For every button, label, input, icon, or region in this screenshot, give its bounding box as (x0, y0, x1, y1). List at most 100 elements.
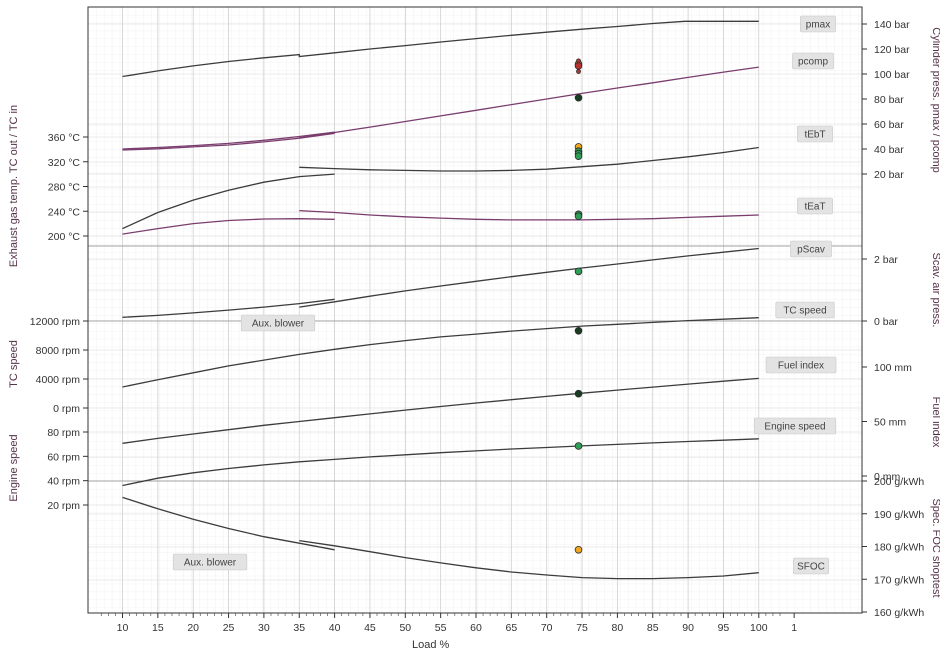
curve-label-box (753, 417, 837, 435)
y-left-tick-label: 40 rpm (47, 476, 80, 488)
y-left-tick-label: 0 rpm (53, 403, 80, 415)
series-line-pscav- (299, 247, 759, 308)
measurement-point (574, 267, 583, 276)
curve-label: TC speed (783, 306, 826, 317)
curve-label-box (775, 301, 835, 319)
curve-label: Fuel index (778, 361, 824, 372)
curve-label-box (790, 240, 832, 258)
curve-label-box (765, 356, 837, 374)
curve-label-box (792, 52, 834, 70)
measurement-point (574, 326, 583, 335)
x-tick-label: 50 (399, 622, 411, 634)
curve-label: SFOC (797, 562, 825, 573)
x-tick-label: 90 (682, 622, 694, 634)
y-right-tick-label: 170 g/kWh (874, 574, 924, 586)
y-right-tick-label: 20 bar (874, 169, 904, 181)
x-tick-label: 45 (364, 622, 376, 634)
x-tick-label: 40 (329, 622, 341, 634)
y-left-tick-label: 280 °C (48, 182, 81, 194)
x-tick-label: 20 (187, 622, 199, 634)
y-left-tick-label: 240 °C (48, 206, 81, 218)
y-right-tick-label: 0 bar (874, 316, 898, 328)
y-right-tick-label: 160 g/kWh (874, 607, 924, 619)
y-left-tick-label: 4000 rpm (36, 374, 81, 386)
x-tick-label: 85 (647, 622, 659, 634)
axes: 10 15 20 25 30 35 40 45 50 55 60 65 70 75 80 85 90 95 100 1… (8, 6, 940, 651)
y-left-tick-label: 60 rpm (47, 451, 80, 463)
x-axis-title: Load % (412, 639, 450, 651)
x-tick-label: 65 (506, 622, 518, 634)
series-line-pcomp (299, 66, 759, 139)
curve-labels: pmax pcomp tEbT tEaT pScav TC speed Fuel index… (172, 15, 837, 575)
curve-label: Engine speed (764, 422, 825, 433)
y-right-tick-label: 120 bar (874, 44, 910, 56)
y-left-axis-title: TC speed (8, 340, 20, 388)
curve-label: pScav (797, 245, 825, 256)
y-right-tick-label: 40 bar (874, 144, 904, 156)
curve-label: tEaT (804, 202, 825, 213)
x-tick-label: 80 (612, 622, 624, 634)
minor-grid (88, 7, 862, 613)
y-right-tick-label: 100 bar (874, 69, 910, 81)
y-left-tick-label: 12000 rpm (30, 316, 80, 328)
y-right-tick-label: 200 g/kWh (874, 476, 924, 488)
measurement-point (576, 69, 581, 74)
y-left-tick-label: 80 rpm (47, 427, 80, 439)
series-line-sfoc (299, 539, 759, 580)
series-line-pmax (122, 20, 759, 78)
series-line-sfoc (122, 496, 335, 551)
x-tick-label: 60 (470, 622, 482, 634)
x-tick-label: 95 (718, 622, 730, 634)
y-left-tick-label: 8000 rpm (36, 345, 81, 357)
x-tick-label: 30 (258, 622, 270, 634)
x-tick-label: 25 (223, 622, 235, 634)
annotation-box (172, 553, 248, 571)
x-tick-label: 35 (293, 622, 305, 634)
y-right-axis-title: Spec. FOC shoptest (930, 498, 940, 597)
curve-label-box (797, 125, 833, 143)
y-left-tick-label: 320 °C (48, 157, 81, 169)
y-right-tick-label: 100 mm (874, 362, 912, 374)
annotation-label: Aux. blower (252, 319, 305, 330)
measurement-point (574, 212, 583, 221)
y-right-tick-label: 60 bar (874, 119, 904, 131)
annotation-label: Aux. blower (184, 558, 237, 569)
series-line-teat-second-curve- (122, 218, 335, 235)
annotation-box (240, 314, 316, 332)
y-left-axis-title: Engine speed (8, 434, 20, 501)
series-line-tebt (122, 132, 335, 151)
measurement-point (574, 545, 583, 554)
measurements (574, 58, 583, 554)
x-tick-label: 70 (541, 622, 553, 634)
y-right-tick-label: 140 bar (874, 19, 910, 31)
x-tick-label: 55 (435, 622, 447, 634)
measurement-point (574, 442, 583, 450)
y-right-tick-label: 50 mm (874, 417, 906, 429)
x-tick-label: 1 (791, 622, 797, 634)
y-left-tick-label: 200 °C (48, 231, 81, 243)
measurement-point (574, 62, 583, 70)
measurement-point (574, 389, 583, 398)
y-right-tick-label: 80 bar (874, 94, 904, 106)
series-line-tc-speed (122, 317, 759, 388)
y-right-tick-label: 180 g/kWh (874, 542, 924, 554)
series (122, 20, 759, 580)
y-right-axis-title: Scav. air press. (930, 253, 940, 328)
curve-label: tEbT (804, 130, 825, 141)
x-tick-label: 100 (750, 622, 768, 634)
y-right-axis-title: Cylinder press. pmax / pcomp (930, 27, 940, 173)
grid (88, 7, 862, 613)
series-line-engine-speed (122, 438, 759, 487)
series-line-pscav- (122, 298, 335, 318)
measurement-point (576, 58, 581, 64)
y-right-tick-label: 2 bar (874, 254, 898, 266)
y-right-axis-title: Fuel index (930, 397, 940, 448)
measurement-point (574, 93, 583, 102)
x-tick-label: 75 (576, 622, 588, 634)
curve-label: pcomp (798, 57, 828, 68)
series-line-teat (299, 209, 759, 221)
curve-label: pmax (806, 20, 830, 31)
series-line-pcomp (122, 131, 335, 150)
measurement-point (574, 152, 583, 160)
